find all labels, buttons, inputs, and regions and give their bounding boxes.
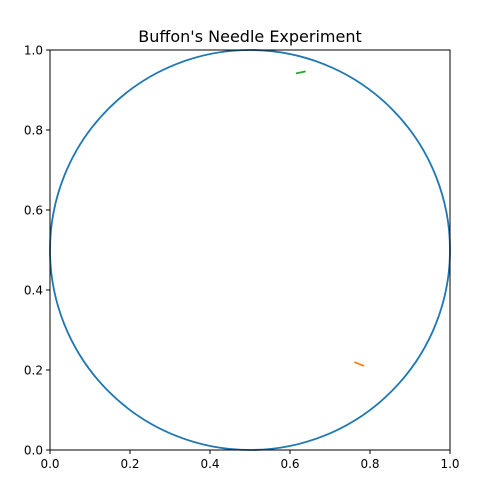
y-axis: 0.0 0.2 0.4 0.6 0.8 1.0 [24, 44, 50, 458]
x-tick-label: 1.0 [440, 457, 459, 471]
axes-frame [49, 49, 451, 451]
x-axis: 0.0 0.2 0.4 0.6 0.8 1.0 [40, 450, 460, 471]
x-tick-label: 0.6 [280, 457, 299, 471]
y-tick-label: 1.0 [24, 44, 43, 58]
y-tick-label: 0.6 [24, 204, 43, 218]
chart-title: Buffon's Needle Experiment [138, 27, 362, 46]
x-tick-label: 0.0 [40, 457, 59, 471]
y-tick-label: 0.8 [24, 124, 43, 138]
needle-line-1 [354, 361, 365, 367]
x-tick-label: 0.2 [120, 457, 139, 471]
x-tick-label: 0.8 [360, 457, 379, 471]
y-tick-label: 0.0 [24, 444, 43, 458]
y-tick-label: 0.4 [24, 284, 43, 298]
y-tick-label: 0.2 [24, 364, 43, 378]
needle-line-2 [295, 70, 306, 75]
x-tick-label: 0.4 [200, 457, 219, 471]
